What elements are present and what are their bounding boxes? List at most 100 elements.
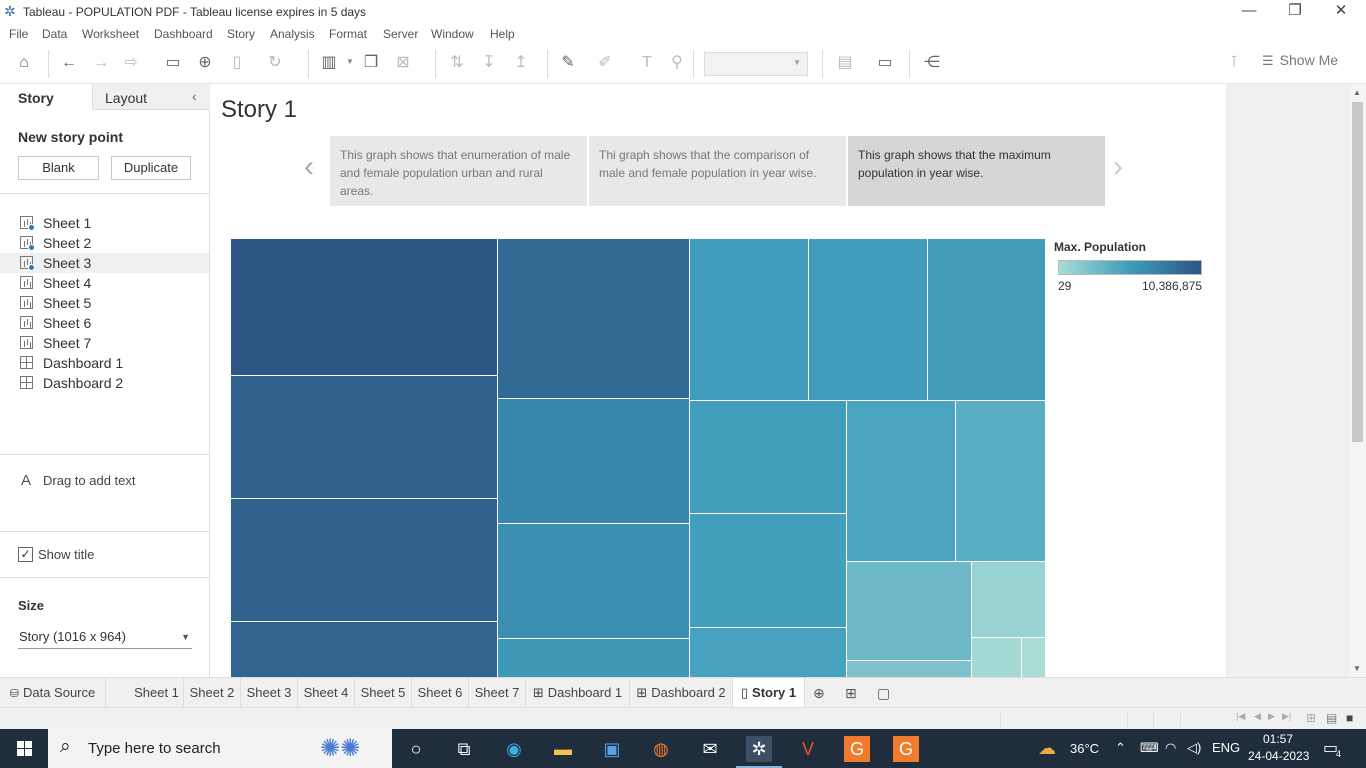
- duplicate-button[interactable]: Duplicate: [111, 156, 191, 180]
- menu-server[interactable]: Server: [383, 27, 419, 41]
- volume-icon[interactable]: ◁): [1187, 740, 1202, 755]
- prev-tab-icon[interactable]: ◀: [1254, 711, 1261, 721]
- show-me-button[interactable]: ☰ Show Me: [1262, 52, 1338, 74]
- tab-sheet-1[interactable]: Sheet 1: [130, 678, 184, 708]
- menu-file[interactable]: File: [9, 27, 29, 41]
- menu-data[interactable]: Data: [42, 27, 68, 41]
- show-hidden-icons[interactable]: ⌃: [1115, 740, 1126, 755]
- home-icon[interactable]: ⌂: [19, 54, 29, 71]
- new-data-source-icon[interactable]: ⊕: [198, 54, 212, 71]
- tab-sheet-3[interactable]: Sheet 3: [241, 678, 298, 708]
- format-painter-icon[interactable]: ⊺: [1229, 54, 1239, 71]
- cortana-icon[interactable]: ○: [410, 739, 422, 759]
- scroll-down-icon[interactable]: ▼: [1353, 664, 1361, 673]
- sort-ascending-icon[interactable]: ↧: [482, 54, 496, 71]
- new-worksheet-icon[interactable]: ⊕: [813, 685, 825, 701]
- menu-help[interactable]: Help: [490, 27, 515, 41]
- language-indicator[interactable]: ENG: [1212, 740, 1241, 755]
- forward-icon[interactable]: ⇨: [124, 54, 138, 71]
- treemap-cell[interactable]: [972, 562, 1046, 638]
- new-story-icon[interactable]: ▢: [877, 685, 891, 701]
- store-icon[interactable]: ▣: [603, 739, 621, 759]
- treemap-cell[interactable]: [1022, 638, 1046, 677]
- size-select[interactable]: Story (1016 x 964) ▼: [18, 629, 192, 649]
- sheet-list-item-sheet-7[interactable]: Sheet 7: [0, 333, 209, 353]
- edge-icon[interactable]: ◉: [506, 739, 522, 759]
- story-point-2[interactable]: Thi graph shows that the comparison of m…: [589, 136, 846, 206]
- tableau-taskbar-icon[interactable]: ✲: [746, 736, 772, 762]
- clock-date[interactable]: 24-04-2023: [1248, 749, 1310, 763]
- menu-dashboard[interactable]: Dashboard: [154, 27, 213, 41]
- pdf-upload-icon[interactable]: G: [893, 736, 919, 762]
- sheet-list-item-sheet-3[interactable]: Sheet 3: [0, 253, 209, 273]
- treemap-cell[interactable]: [847, 661, 972, 677]
- notification-icon[interactable]: ▭: [1323, 740, 1339, 757]
- input-indicator-icon[interactable]: ⌨: [1140, 740, 1159, 755]
- first-tab-icon[interactable]: |◀: [1236, 711, 1246, 721]
- taskbar-search[interactable]: ⌕ Type here to search ✺✺: [48, 729, 392, 768]
- clear-icon[interactable]: ⊠: [396, 54, 410, 71]
- treemap-cell[interactable]: [972, 638, 1022, 677]
- fit-icon[interactable]: ▤: [837, 54, 853, 71]
- story-point-1[interactable]: This graph shows that enumeration of mal…: [330, 136, 587, 206]
- tab-sheet-5[interactable]: Sheet 5: [355, 678, 412, 708]
- treemap-cell[interactable]: [690, 239, 809, 401]
- share-icon[interactable]: ⋲: [924, 54, 940, 71]
- tab-dashboard-2[interactable]: ⊞ Dashboard 2: [630, 678, 733, 708]
- show-title-checkbox[interactable]: ✓: [18, 547, 33, 562]
- sheet-list-item-dashboard-1[interactable]: Dashboard 1: [0, 353, 209, 373]
- tab-sheet-4[interactable]: Sheet 4: [298, 678, 355, 708]
- duplicate-icon[interactable]: ❐: [363, 54, 379, 71]
- sheet-list-item-dashboard-2[interactable]: Dashboard 2: [0, 373, 209, 393]
- tab-story[interactable]: Story: [18, 90, 54, 106]
- blank-button[interactable]: Blank: [18, 156, 99, 180]
- close-button[interactable]: ✕: [1334, 2, 1348, 19]
- sheet-list-item-sheet-5[interactable]: Sheet 5: [0, 293, 209, 313]
- pause-update-icon[interactable]: ▯: [232, 54, 242, 71]
- last-tab-icon[interactable]: ▶|: [1282, 711, 1292, 721]
- collapse-panel-icon[interactable]: ‹: [192, 88, 197, 104]
- new-dashboard-icon[interactable]: ⊞: [845, 685, 857, 701]
- treemap-cell[interactable]: [498, 239, 690, 399]
- next-tab-icon[interactable]: ▶: [1268, 711, 1275, 721]
- text-label-icon[interactable]: T: [642, 54, 652, 71]
- treemap-cell[interactable]: [498, 399, 690, 524]
- vlc-like-icon[interactable]: V: [801, 739, 814, 759]
- tab-sheet-7[interactable]: Sheet 7: [469, 678, 526, 708]
- maximize-button[interactable]: ❐: [1288, 2, 1302, 19]
- sheet-sorter-icon[interactable]: ▤: [1326, 711, 1338, 725]
- menu-analysis[interactable]: Analysis: [270, 27, 315, 41]
- highlight-icon[interactable]: ✎: [561, 54, 575, 71]
- pin-icon[interactable]: ⚲: [671, 54, 683, 71]
- treemap-cell[interactable]: [231, 376, 498, 499]
- menu-window[interactable]: Window: [431, 27, 474, 41]
- treemap-cell[interactable]: [956, 401, 1046, 562]
- swap-icon[interactable]: ⇅: [450, 54, 464, 71]
- weather-icon[interactable]: ☁: [1038, 738, 1056, 758]
- vertical-scrollbar[interactable]: ▲ ▼: [1350, 84, 1366, 677]
- treemap-cell[interactable]: [231, 499, 498, 622]
- treemap-cell[interactable]: [690, 514, 847, 628]
- tabs-view-icon[interactable]: ■: [1346, 711, 1354, 725]
- sheet-list-item-sheet-4[interactable]: Sheet 4: [0, 273, 209, 293]
- treemap-cell[interactable]: [690, 401, 847, 514]
- save-icon[interactable]: ▭: [165, 54, 181, 71]
- mail-icon[interactable]: ✉: [702, 739, 718, 759]
- task-view-icon[interactable]: ⧉: [457, 739, 471, 759]
- treemap-cell[interactable]: [809, 239, 928, 401]
- sheet-list-item-sheet-6[interactable]: Sheet 6: [0, 313, 209, 333]
- undo-icon[interactable]: ←: [61, 54, 77, 71]
- sort-descending-icon[interactable]: ↥: [514, 54, 528, 71]
- redo-icon[interactable]: →: [93, 54, 109, 71]
- sheet-list-item-sheet-1[interactable]: Sheet 1: [0, 213, 209, 233]
- pdf-app-icon[interactable]: G: [844, 736, 870, 762]
- new-worksheet-icon[interactable]: ▥: [321, 54, 337, 71]
- file-explorer-icon[interactable]: ▬: [554, 739, 572, 759]
- previous-story-point-icon[interactable]: ‹: [304, 150, 314, 183]
- color-legend-ramp[interactable]: [1058, 260, 1202, 275]
- menu-worksheet[interactable]: Worksheet: [82, 27, 140, 41]
- clock-time[interactable]: 01:57: [1263, 732, 1294, 746]
- treemap-cell[interactable]: [690, 628, 847, 677]
- menu-format[interactable]: Format: [329, 27, 368, 41]
- windows-start-button[interactable]: [0, 729, 48, 768]
